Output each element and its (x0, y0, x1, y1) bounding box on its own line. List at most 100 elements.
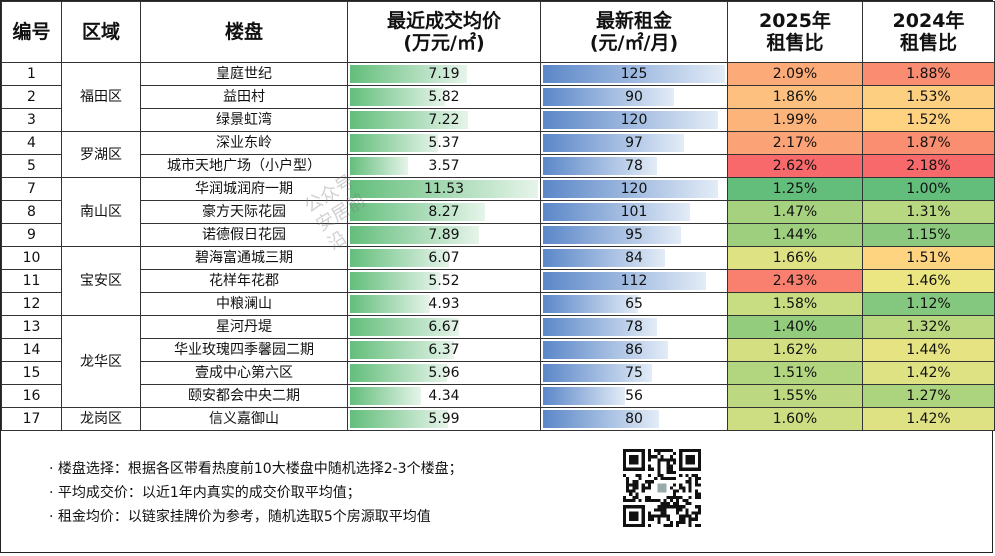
rent-data-bar (543, 410, 660, 428)
table-row: 9 诺德假日花园 7.89 95 1.44% 1.15% (1, 223, 995, 247)
district-cell: 宝安区 (61, 246, 141, 316)
ratio-2025-cell: 1.51% (727, 361, 863, 385)
rent-cell: 120 (540, 177, 728, 201)
price-cell: 5.82 (347, 85, 541, 109)
row-number: 9 (1, 223, 62, 247)
rent-cell: 86 (540, 338, 728, 362)
table-row: 7 南山区 华润城润府一期 11.53 120 1.25% 1.00% (1, 177, 995, 247)
header-price: 最近成交均价 (万元/㎡) (347, 1, 541, 63)
rent-value: 101 (620, 204, 648, 220)
price-data-bar (350, 226, 479, 244)
rent-cell: 80 (540, 407, 728, 431)
rent-data-bar (543, 341, 669, 359)
price-data-bar (350, 88, 445, 106)
price-value: 11.53 (423, 181, 465, 197)
header-no: 编号 (1, 1, 62, 63)
ratio-2024-cell: 1.44% (862, 338, 995, 362)
price-data-bar (350, 272, 440, 290)
header-ratio-2025-year: 2025年 (759, 10, 831, 32)
rent-value: 120 (620, 181, 648, 197)
estate-name: 信义嘉御山 (140, 407, 348, 431)
row-number: 16 (1, 384, 62, 408)
rent-data-bar (543, 272, 707, 290)
header-row: 编号 区域 楼盘 最近成交均价 (万元/㎡) 最新租金 (元/㎡/月) 2025… (1, 1, 995, 63)
rent-value: 120 (620, 112, 648, 128)
row-number: 12 (1, 292, 62, 316)
price-data-bar (350, 157, 409, 175)
footnote-average-price: · 平均成交价：以近1年内真实的成交价取平均值； (49, 485, 361, 501)
price-data-bar (350, 180, 538, 198)
district-cell: 福田区 (61, 62, 141, 132)
rent-value: 78 (625, 319, 643, 335)
row-number: 1 (1, 62, 62, 86)
ratio-2025-cell: 2.09% (727, 62, 863, 86)
ratio-2024-cell: 1.15% (862, 223, 995, 247)
row-number: 8 (1, 200, 62, 224)
price-cell: 7.89 (347, 223, 541, 247)
header-ratio-2025: 2025年 租售比 (727, 1, 863, 63)
ratio-2025-cell: 1.44% (727, 223, 863, 247)
rent-value: 97 (625, 135, 643, 151)
table-row: 17 龙岗区 信义嘉御山 5.99 80 1.60% 1.42% (1, 407, 995, 431)
rent-value: 90 (625, 89, 643, 105)
ratio-2025-cell: 1.60% (727, 407, 863, 431)
ratio-2025-cell: 1.47% (727, 200, 863, 224)
rent-value: 95 (625, 227, 643, 243)
rent-cell: 78 (540, 154, 728, 178)
header-price-unit: (万元/㎡) (403, 32, 485, 54)
ratio-2025-cell: 1.25% (727, 177, 863, 201)
price-cell: 8.27 (347, 200, 541, 224)
rent-cell: 120 (540, 108, 728, 132)
price-value: 5.96 (428, 365, 460, 381)
rent-data-bar (543, 226, 682, 244)
ratio-2024-cell: 1.27% (862, 384, 995, 408)
row-number: 15 (1, 361, 62, 385)
ratio-2025-cell: 2.43% (727, 269, 863, 293)
table-row: 11 花样年花郡 5.52 112 2.43% 1.46% (1, 269, 995, 293)
rent-cell: 101 (540, 200, 728, 224)
rent-cell: 75 (540, 361, 728, 385)
row-number: 7 (1, 177, 62, 201)
price-data-bar (350, 65, 468, 83)
estate-name: 豪方天际花园 (140, 200, 348, 224)
ratio-2024-cell: 1.00% (862, 177, 995, 201)
price-cell: 4.93 (347, 292, 541, 316)
row-number: 13 (1, 315, 62, 339)
estate-name: 中粮澜山 (140, 292, 348, 316)
price-cell: 11.53 (347, 177, 541, 201)
price-value: 5.37 (428, 135, 460, 151)
estate-name: 益田村 (140, 85, 348, 109)
price-value: 5.52 (428, 273, 460, 289)
price-data-bar (350, 203, 485, 221)
rent-data-bar (543, 88, 675, 106)
rent-cell: 84 (540, 246, 728, 270)
rent-value: 125 (620, 66, 648, 82)
price-data-bar (350, 387, 421, 405)
row-number: 4 (1, 131, 62, 155)
row-number: 14 (1, 338, 62, 362)
estate-name: 星河丹堤 (140, 315, 348, 339)
header-estate: 楼盘 (140, 1, 348, 63)
table-row: 5 城市天地广场（小户型） 3.57 78 2.62% 2.18% (1, 154, 995, 178)
price-value: 5.99 (428, 411, 460, 427)
estate-name: 绿景虹湾 (140, 108, 348, 132)
price-value: 4.34 (428, 388, 460, 404)
ratio-2025-cell: 2.62% (727, 154, 863, 178)
rent-cell: 97 (540, 131, 728, 155)
table-body: 1 福田区 皇庭世纪 7.19 125 2.09% 1.88% 2 益田村 5.82 90 1.86%… (1, 62, 995, 431)
header-rent-unit: (元/㎡/月) (589, 32, 679, 54)
price-cell: 5.99 (347, 407, 541, 431)
ratio-2025-cell: 1.58% (727, 292, 863, 316)
rent-value: 112 (620, 273, 648, 289)
price-cell: 6.07 (347, 246, 541, 270)
ratio-2025-cell: 1.66% (727, 246, 863, 270)
rent-cell: 95 (540, 223, 728, 247)
header-ratio-2025-label: 租售比 (766, 32, 824, 54)
table-row: 16 颐安都会中央二期 4.34 56 1.55% 1.27% (1, 384, 995, 408)
header-district: 区域 (61, 1, 141, 63)
rent-cell: 56 (540, 384, 728, 408)
ratio-2024-cell: 1.53% (862, 85, 995, 109)
header-rent-title: 最新租金 (595, 10, 672, 32)
header-ratio-2024-label: 租售比 (899, 32, 957, 54)
